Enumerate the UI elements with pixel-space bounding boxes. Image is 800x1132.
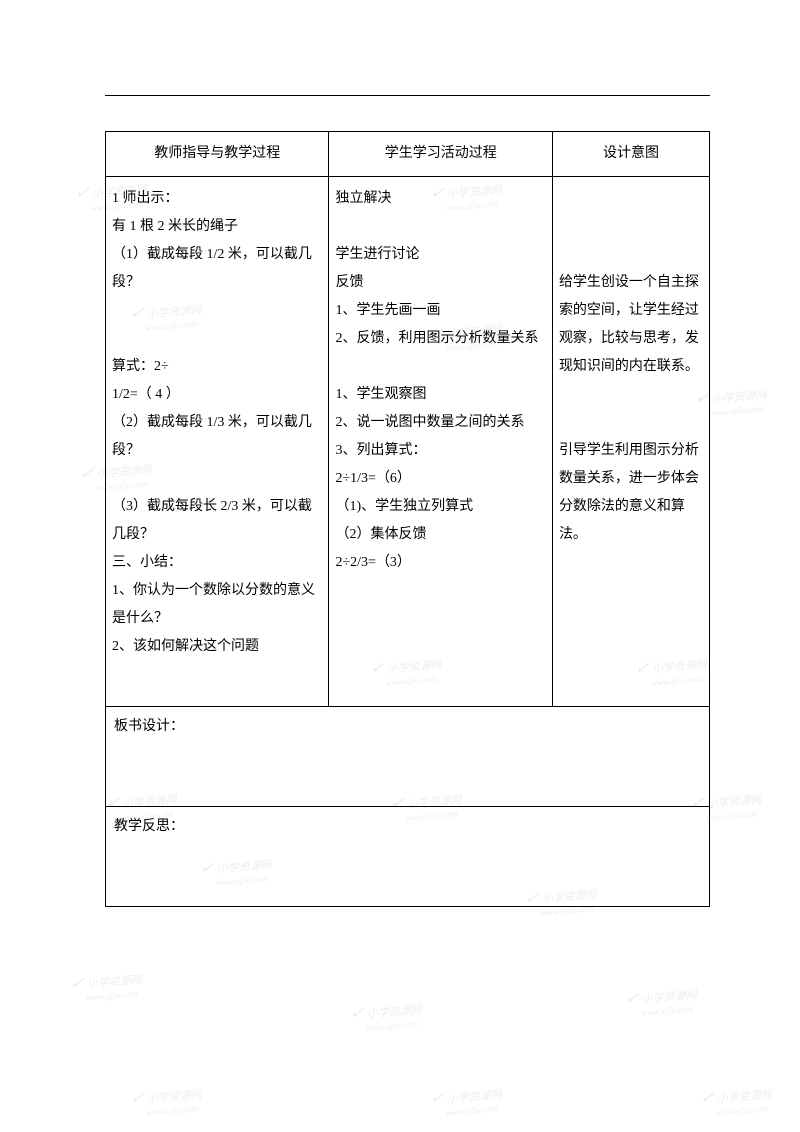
header-col1: 教师指导与教学过程 [106, 132, 329, 177]
col2-line: （2）集体反馈 [335, 521, 545, 549]
col2-line: （1)、学生独立列算式 [335, 493, 545, 521]
col2-line: 2、说一说图中数量之间的关系 [335, 409, 545, 437]
content-col2: 独立解决 学生进行讨论 反馈 1、学生先画一画 2、反馈，利用图示分析数量关系 … [329, 177, 552, 707]
col2-line: 学生进行讨论 [335, 241, 545, 269]
col1-line: 2、该如何解决这个问题 [112, 633, 322, 661]
spacer [559, 381, 703, 409]
col2-line: 2、反馈，利用图示分析数量关系 [335, 325, 545, 353]
spacer [559, 241, 703, 269]
page-header-line [105, 95, 710, 96]
spacer [112, 325, 322, 353]
col2-line: 独立解决 [335, 185, 545, 213]
watermark-icon: ✓小学资源网 www.xj5u.com [349, 997, 424, 1034]
table-header-row: 教师指导与教学过程 学生学习活动过程 设计意图 [106, 132, 710, 177]
reflection-row: 教学反思： [106, 807, 710, 907]
watermark-icon: ✓小学资源网 www.xj5u.com [69, 967, 144, 1004]
watermark-icon: ✓小学资源网 www.xj5u.com [624, 982, 699, 1019]
col2-line: 1、学生先画一画 [335, 297, 545, 325]
board-design-row: 板书设计： [106, 707, 710, 807]
content-col3: 给学生创设一个自主探索的空间，让学生经过观察，比较与思考，发现知识间的内在联系。… [552, 177, 709, 707]
spacer [559, 185, 703, 213]
spacer [335, 353, 545, 381]
col2-line: 1、学生观察图 [335, 381, 545, 409]
col2-line: 2÷1/3=（6） [335, 465, 545, 493]
col1-line: 1、你认为一个数除以分数的意义是什么？ [112, 577, 322, 633]
col1-line: 有 1 根 2 米长的绳子 [112, 213, 322, 241]
board-design-cell: 板书设计： [106, 707, 710, 807]
table-content-row: 1 师出示： 有 1 根 2 米长的绳子 （1）截成每段 1/2 米，可以截几段… [106, 177, 710, 707]
lesson-plan-table: 教师指导与教学过程 学生学习活动过程 设计意图 1 师出示： 有 1 根 2 米… [105, 131, 710, 907]
spacer [559, 213, 703, 241]
col1-line: （1）截成每段 1/2 米，可以截几段？ [112, 241, 322, 297]
header-col3: 设计意图 [552, 132, 709, 177]
spacer [112, 297, 322, 325]
col1-line: 1 师出示： [112, 185, 322, 213]
content-col1: 1 师出示： 有 1 根 2 米长的绳子 （1）截成每段 1/2 米，可以截几段… [106, 177, 329, 707]
watermark-icon: ✓小学资源网 www.xj5u.com [429, 1082, 504, 1119]
watermark-icon: ✓小学资源网 www.xj5u.com [699, 1082, 774, 1119]
col2-line: 3、列出算式： [335, 437, 545, 465]
reflection-cell: 教学反思： [106, 807, 710, 907]
col1-line: 算式：2÷ [112, 353, 322, 381]
spacer [559, 409, 703, 437]
col2-line: 反馈 [335, 269, 545, 297]
col3-line: 引导学生利用图示分析数量关系，进一步体会分数除法的意义和算法。 [559, 437, 703, 549]
col2-line: 2÷2/3=（3） [335, 549, 545, 577]
col3-line: 给学生创设一个自主探索的空间，让学生经过观察，比较与思考，发现知识间的内在联系。 [559, 269, 703, 381]
col1-line: （3）截成每段长 2/3 米，可以截几段？ [112, 493, 322, 549]
col1-line: 1/2=（ 4 ） [112, 381, 322, 409]
spacer [112, 465, 322, 493]
spacer [335, 213, 545, 241]
col1-line: 三、小结： [112, 549, 322, 577]
col1-line: （2）截成每段 1/3 米，可以截几段？ [112, 409, 322, 465]
header-col2: 学生学习活动过程 [329, 132, 552, 177]
watermark-icon: ✓小学资源网 www.xj5u.com [129, 1082, 204, 1119]
